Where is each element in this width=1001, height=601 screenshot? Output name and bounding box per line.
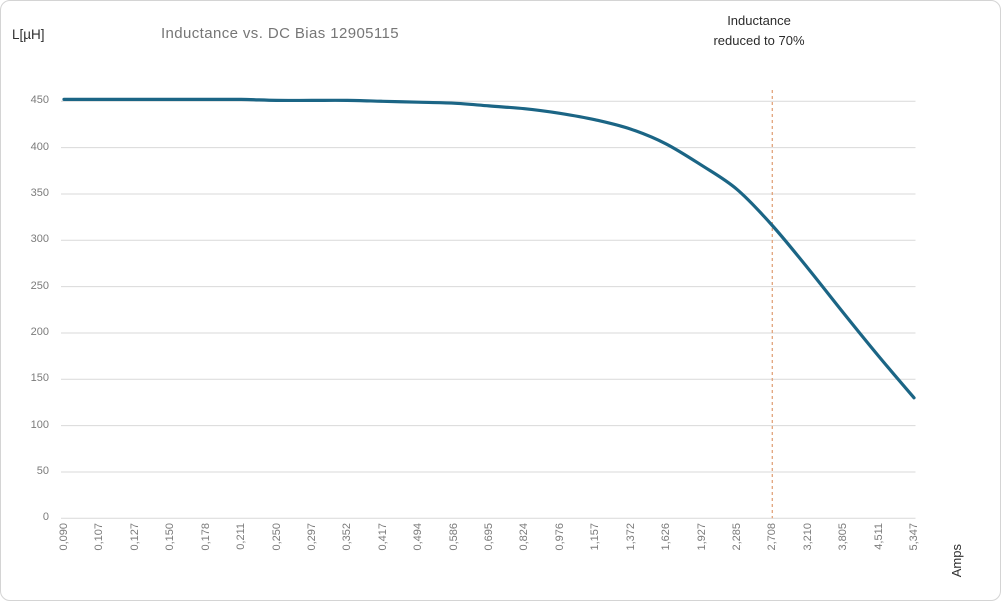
x-tick-label-0,150: 0,150 xyxy=(164,523,176,551)
x-tick-label-1,626: 1,626 xyxy=(660,523,672,551)
chart-title: Inductance vs. DC Bias 12905115 xyxy=(160,25,400,42)
x-tick-label-0,127: 0,127 xyxy=(129,523,141,551)
annotation-line1: Inductance xyxy=(727,13,791,28)
x-tick-label-0,250: 0,250 xyxy=(271,523,283,551)
y-tick-label-400: 400 xyxy=(30,141,49,153)
x-tick-label-0,211: 0,211 xyxy=(235,523,247,550)
series-line-inductance xyxy=(62,97,916,400)
x-tick-label-0,178: 0,178 xyxy=(200,523,212,551)
x-tick-label-0,417: 0,417 xyxy=(377,523,389,551)
x-tick-label-3,210: 3,210 xyxy=(802,523,814,551)
y-tick-label-150: 150 xyxy=(30,372,49,384)
y-tick-label-0: 0 xyxy=(42,511,49,523)
x-tick-label-0,352: 0,352 xyxy=(341,523,353,551)
y-tick-label-350: 350 xyxy=(30,187,49,199)
annotation-70-percent: Inductance reduced to 70% xyxy=(713,11,804,51)
y-tick-label-450: 450 xyxy=(30,94,49,106)
x-tick-label-0,297: 0,297 xyxy=(306,523,318,551)
x-tick-label-0,824: 0,824 xyxy=(518,523,530,551)
x-tick-label-3,805: 3,805 xyxy=(837,523,849,551)
x-tick-label-0,976: 0,976 xyxy=(554,523,566,551)
x-tick-label-2,708: 2,708 xyxy=(766,523,778,551)
y-tick-label-50: 50 xyxy=(36,465,49,477)
x-tick-label-0,107: 0,107 xyxy=(93,523,105,551)
x-tick-label-0,090: 0,090 xyxy=(58,523,70,551)
x-tick-label-1,372: 1,372 xyxy=(625,523,637,551)
x-tick-label-2,285: 2,285 xyxy=(731,523,743,551)
x-tick-label-0,695: 0,695 xyxy=(483,523,495,551)
y-tick-label-100: 100 xyxy=(30,419,49,431)
y-tick-label-250: 250 xyxy=(30,280,49,292)
x-tick-label-0,494: 0,494 xyxy=(412,523,424,551)
y-axis-title: L[µH] xyxy=(12,27,45,42)
x-tick-label-1,157: 1,157 xyxy=(589,523,601,551)
y-tick-label-300: 300 xyxy=(30,233,49,245)
x-axis-title: Amps xyxy=(949,544,964,578)
x-tick-label-0,586: 0,586 xyxy=(448,523,460,551)
annotation-line2: reduced to 70% xyxy=(713,33,805,48)
x-tick-label-1,927: 1,927 xyxy=(696,523,708,551)
x-tick-label-4,511: 4,511 xyxy=(873,523,885,550)
y-tick-label-200: 200 xyxy=(30,326,49,338)
x-tick-label-5,347: 5,347 xyxy=(908,523,920,551)
